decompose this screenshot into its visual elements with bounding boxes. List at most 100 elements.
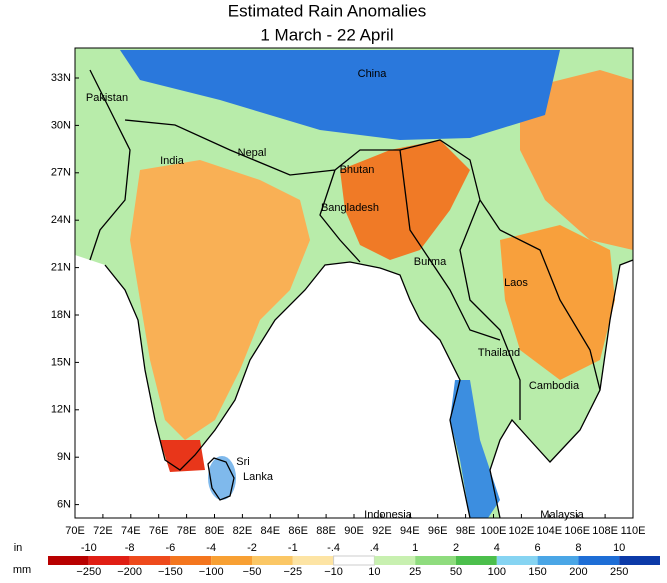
title-line: 1 March - 22 April bbox=[260, 25, 393, 44]
lon-label: 106E bbox=[564, 525, 590, 537]
lon-label: 84E bbox=[261, 525, 281, 537]
anomaly-dry bbox=[130, 160, 310, 440]
place-label: Pakistan bbox=[86, 92, 128, 104]
legend-mm-label: 100 bbox=[488, 566, 506, 578]
lon-label: 96E bbox=[428, 525, 448, 537]
lat-label: 24N bbox=[51, 214, 71, 226]
legend-mm-label: −25 bbox=[283, 566, 302, 578]
anomaly-dry bbox=[500, 225, 615, 380]
place-label: Bhutan bbox=[340, 164, 375, 176]
place-label: Nepal bbox=[238, 147, 267, 159]
place-label: Lanka bbox=[243, 471, 274, 483]
lon-label: 76E bbox=[149, 525, 169, 537]
legend-in-label: -2 bbox=[247, 542, 257, 554]
legend-mm-label: 25 bbox=[409, 566, 421, 578]
lat-label: 9N bbox=[57, 451, 71, 463]
legend-in-label: -.4 bbox=[327, 542, 340, 554]
legend-in-label: 6 bbox=[535, 542, 541, 554]
place-label: Indonesia bbox=[364, 509, 413, 521]
lon-label: 86E bbox=[288, 525, 308, 537]
legend-swatch bbox=[619, 556, 660, 565]
legend-in-label: -10 bbox=[81, 542, 97, 554]
lon-label: 82E bbox=[233, 525, 253, 537]
anomaly-dry bbox=[340, 140, 470, 260]
legend-in-label: 4 bbox=[494, 542, 500, 554]
lat-label: 6N bbox=[57, 499, 71, 511]
legend-swatch bbox=[252, 556, 293, 565]
legend-swatch bbox=[211, 556, 252, 565]
legend-swatch bbox=[129, 556, 171, 565]
legend-swatch bbox=[415, 556, 456, 565]
place-label: Malaysia bbox=[540, 509, 584, 521]
legend-in-label: 2 bbox=[453, 542, 459, 554]
legend-in-label: .4 bbox=[370, 542, 379, 554]
legend-mm-label: 250 bbox=[610, 566, 628, 578]
legend-in-label: -4 bbox=[206, 542, 216, 554]
lat-label: 27N bbox=[51, 167, 71, 179]
place-label: Bangladesh bbox=[321, 202, 379, 214]
border bbox=[104, 259, 634, 519]
legend-mm-label: −10 bbox=[324, 566, 343, 578]
place-label: India bbox=[160, 155, 185, 167]
lat-label: 12N bbox=[51, 404, 71, 416]
legend-swatch bbox=[496, 556, 538, 565]
generated: 33N 30N 27N 24N 21N 18N 15N 12N 9N 6N 70E 72E 74E 76E… bbox=[48, 72, 660, 578]
lon-label: 108E bbox=[592, 525, 618, 537]
legend-unit: in bbox=[14, 542, 23, 554]
lat-label: 21N bbox=[51, 262, 71, 274]
legend-swatch bbox=[578, 556, 620, 565]
lon-label: 88E bbox=[316, 525, 336, 537]
place-label: Sri bbox=[236, 456, 249, 468]
lon-label: 102E bbox=[509, 525, 535, 537]
sri-lanka bbox=[208, 456, 236, 500]
lon-label: 110E bbox=[621, 525, 646, 537]
lon-label: 104E bbox=[536, 525, 562, 537]
lat-label: 18N bbox=[51, 309, 71, 321]
lon-label: 74E bbox=[121, 525, 141, 537]
legend-in-label: 8 bbox=[575, 542, 581, 554]
lon-label: 100E bbox=[481, 525, 507, 537]
title-line: Estimated Rain Anomalies bbox=[228, 1, 426, 20]
legend-in-label: -8 bbox=[125, 542, 135, 554]
anomaly-wet bbox=[120, 50, 560, 140]
legend-mm-label: −200 bbox=[117, 566, 142, 578]
legend-swatch bbox=[333, 555, 375, 566]
lon-label: 78E bbox=[177, 525, 197, 537]
legend-mm-label: 200 bbox=[569, 566, 587, 578]
lat-label: 15N bbox=[51, 356, 71, 368]
legend-mm-label: 10 bbox=[368, 566, 380, 578]
lon-label: 70E bbox=[65, 525, 85, 537]
place-label: Laos bbox=[504, 277, 528, 289]
lon-label: 92E bbox=[372, 525, 392, 537]
lon-label: 94E bbox=[400, 525, 420, 537]
legend-swatch bbox=[292, 556, 334, 565]
legend-swatch bbox=[374, 556, 416, 565]
legend-unit: mm bbox=[13, 564, 31, 576]
anomaly-dry bbox=[520, 70, 633, 250]
lon-label: 80E bbox=[205, 525, 225, 537]
place-label: China bbox=[358, 68, 388, 80]
anomaly-wet bbox=[450, 380, 500, 518]
legend-swatch bbox=[88, 556, 130, 565]
legend-mm-label: −150 bbox=[158, 566, 183, 578]
legend-swatch bbox=[537, 556, 579, 565]
legend-swatch bbox=[170, 556, 212, 565]
legend-in-label: -6 bbox=[166, 542, 176, 554]
lat-label: 33N bbox=[51, 72, 71, 84]
place-label: Thailand bbox=[478, 347, 520, 359]
legend-mm-label: −100 bbox=[199, 566, 224, 578]
legend-mm-label: 150 bbox=[528, 566, 546, 578]
lon-label: 90E bbox=[344, 525, 364, 537]
map bbox=[74, 47, 634, 519]
border bbox=[207, 457, 235, 501]
legend-in-label: -1 bbox=[288, 542, 298, 554]
legend-mm-label: 50 bbox=[450, 566, 462, 578]
legend-swatch bbox=[456, 556, 497, 565]
legend-mm-label: −50 bbox=[243, 566, 262, 578]
legend-swatch bbox=[48, 556, 89, 565]
place-label: Cambodia bbox=[529, 380, 580, 392]
lon-label: 98E bbox=[456, 525, 476, 537]
legend-in-label: 10 bbox=[613, 542, 625, 554]
place-label: Burma bbox=[414, 256, 447, 268]
